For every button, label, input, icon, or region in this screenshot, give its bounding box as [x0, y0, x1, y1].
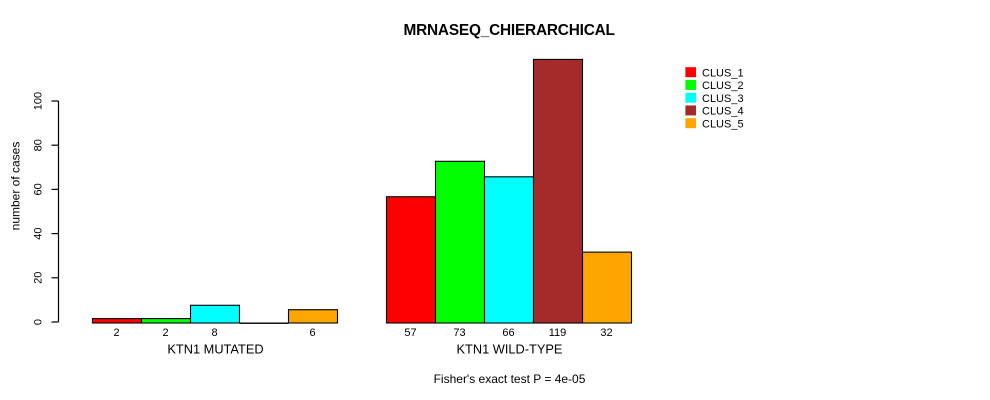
svg-text:CLUS_1: CLUS_1 — [702, 67, 744, 79]
svg-text:60: 60 — [33, 183, 45, 195]
svg-text:KTN1 MUTATED: KTN1 MUTATED — [167, 342, 263, 357]
svg-text:32: 32 — [600, 327, 612, 339]
svg-text:CLUS_4: CLUS_4 — [702, 106, 744, 118]
svg-text:40: 40 — [33, 227, 45, 239]
svg-text:20: 20 — [33, 272, 45, 284]
svg-text:2: 2 — [162, 327, 168, 339]
svg-text:66: 66 — [502, 327, 514, 339]
svg-text:CLUS_5: CLUS_5 — [702, 118, 744, 130]
svg-text:MRNASEQ_CHIERARCHICAL: MRNASEQ_CHIERARCHICAL — [403, 22, 614, 39]
svg-text:80: 80 — [33, 139, 45, 151]
svg-text:KTN1 WILD-TYPE: KTN1 WILD-TYPE — [457, 342, 563, 357]
svg-text:119: 119 — [549, 327, 567, 339]
svg-text:2: 2 — [113, 327, 119, 339]
svg-text:CLUS_2: CLUS_2 — [702, 80, 744, 92]
svg-text:57: 57 — [404, 327, 416, 339]
svg-text:100: 100 — [33, 92, 45, 110]
svg-text:73: 73 — [453, 327, 465, 339]
svg-text:8: 8 — [211, 327, 217, 339]
svg-text:Fisher's exact test P = 4e-05: Fisher's exact test P = 4e-05 — [434, 372, 586, 386]
svg-text:0: 0 — [33, 319, 45, 325]
svg-text:6: 6 — [309, 327, 315, 339]
svg-text:number of cases: number of cases — [9, 142, 23, 231]
svg-text:CLUS_3: CLUS_3 — [702, 93, 744, 105]
